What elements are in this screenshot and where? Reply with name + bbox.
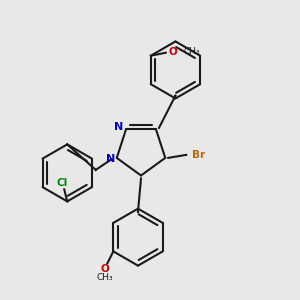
Text: Br: Br	[192, 150, 206, 160]
Text: Cl: Cl	[56, 178, 68, 188]
Text: CH₃: CH₃	[183, 47, 200, 56]
Text: O: O	[169, 47, 178, 57]
Text: N: N	[114, 122, 123, 132]
Text: O: O	[100, 264, 109, 274]
Text: CH₃: CH₃	[97, 273, 113, 282]
Text: N: N	[106, 154, 115, 164]
